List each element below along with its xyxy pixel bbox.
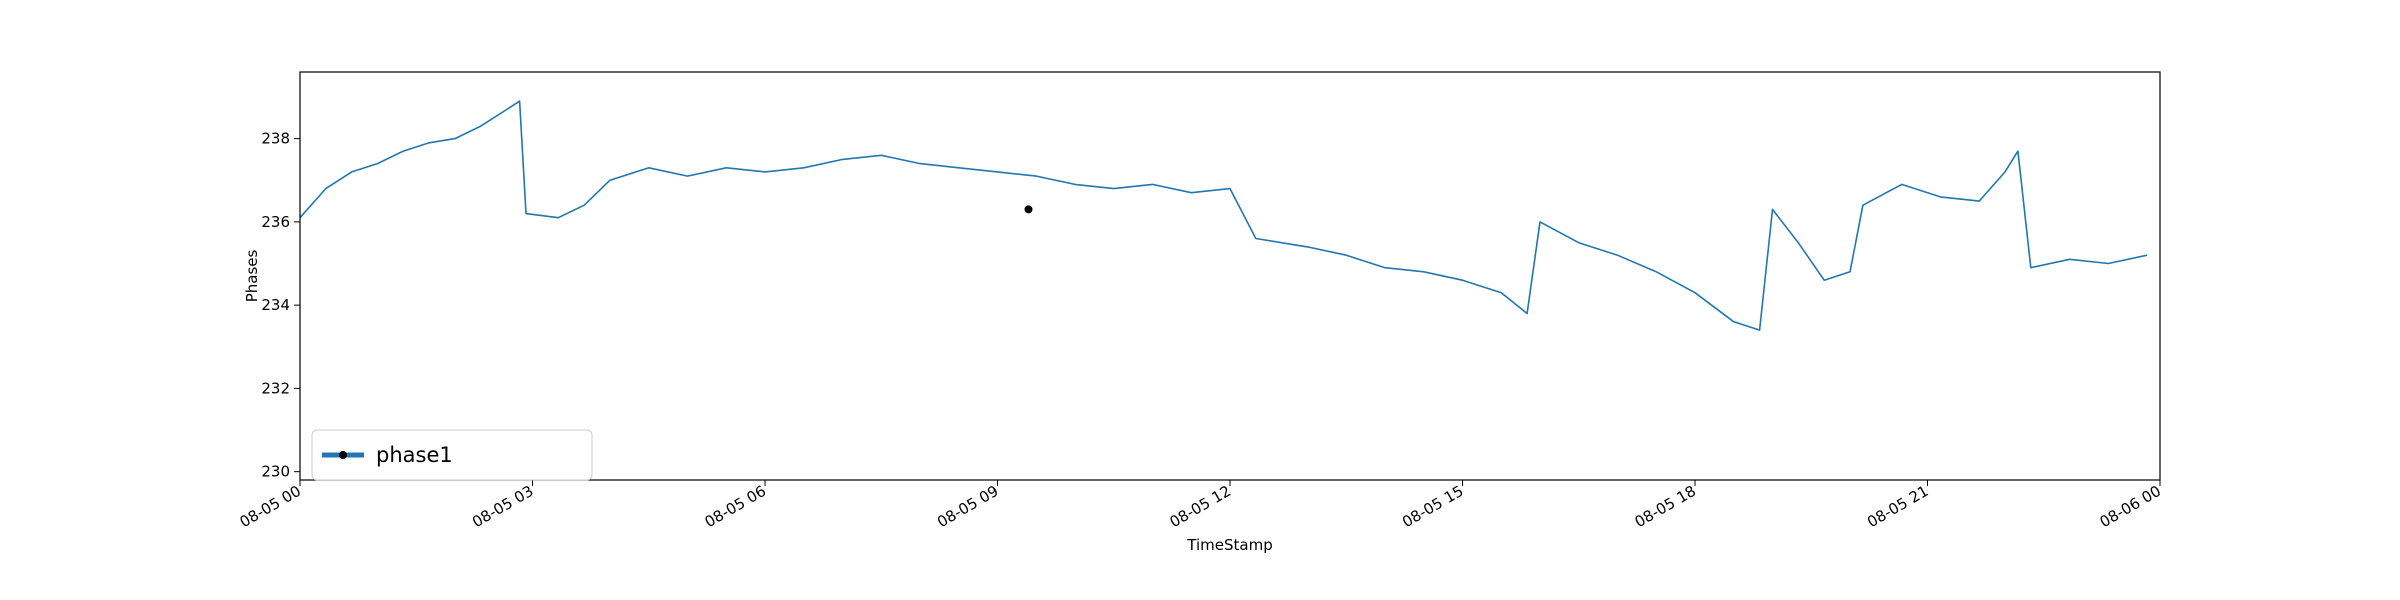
y-axis-ticks: 230 232 234 236 238 (261, 130, 300, 481)
legend: phase1 (311, 429, 593, 481)
y-tick-label: 232 (261, 379, 290, 397)
y-tick-label: 238 (261, 130, 290, 148)
series-layer (299, 100, 2148, 331)
series-marker (1024, 205, 1033, 214)
legend-label: phase1 (376, 443, 453, 467)
series-line-phase1 (299, 100, 2148, 331)
legend-box (311, 429, 593, 481)
y-tick-label: 236 (261, 213, 290, 231)
y-tick-label: 230 (261, 463, 290, 481)
x-axis-label: TimeStamp (1186, 536, 1272, 554)
y-tick-label: 234 (261, 296, 290, 314)
y-axis-label: Phases (243, 250, 261, 303)
legend-marker (339, 451, 347, 459)
